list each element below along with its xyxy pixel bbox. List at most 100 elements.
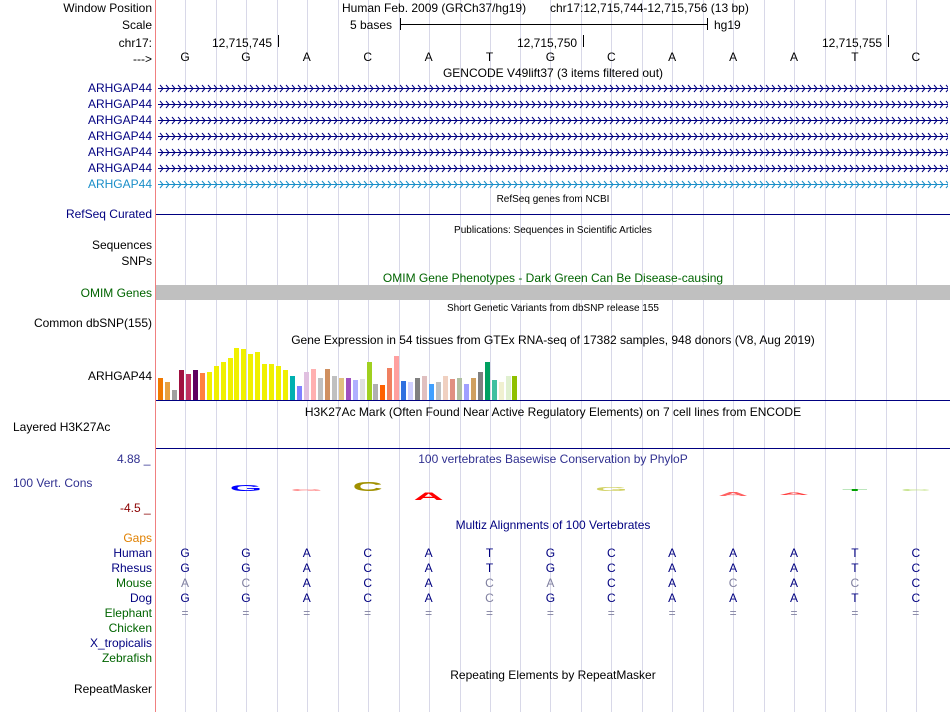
publications-title[interactable]: Publications: Sequences in Scientific Ar… xyxy=(454,225,652,236)
refseq-label[interactable]: RefSeq Curated xyxy=(65,207,152,221)
gtex-bar-chart[interactable] xyxy=(156,346,536,400)
dbsnp-title[interactable]: Short Genetic Variants from dbSNP releas… xyxy=(447,303,659,314)
gtex-bar[interactable] xyxy=(331,376,337,400)
gtex-title[interactable]: Gene Expression in 54 tissues from GTEx … xyxy=(291,333,815,347)
gtex-bar[interactable] xyxy=(220,362,226,400)
gtex-label[interactable]: ARHGAP44 xyxy=(87,369,152,383)
species-label[interactable]: Human xyxy=(113,546,152,560)
alignment-base: G xyxy=(241,591,251,605)
gtex-bar[interactable] xyxy=(185,374,191,400)
gtex-bar[interactable] xyxy=(345,378,351,400)
h3k27ac-label[interactable]: Layered H3K27Ac xyxy=(13,420,111,434)
gtex-bar[interactable] xyxy=(303,372,309,400)
phylop-title[interactable]: 100 vertebrates Basewise Conservation by… xyxy=(418,452,688,466)
gene-model[interactable] xyxy=(158,116,948,125)
gtex-bar[interactable] xyxy=(290,376,296,400)
gtex-bar[interactable] xyxy=(422,376,428,400)
gtex-bar[interactable] xyxy=(171,390,177,400)
multiz-title[interactable]: Multiz Alignments of 100 Vertebrates xyxy=(455,518,651,532)
gtex-bar[interactable] xyxy=(505,376,511,400)
gene-label[interactable]: ARHGAP44 xyxy=(87,113,152,127)
gene-model[interactable] xyxy=(158,164,948,173)
gtex-bar[interactable] xyxy=(456,378,462,400)
snps-label[interactable]: SNPs xyxy=(121,254,152,268)
gene-label[interactable]: ARHGAP44 xyxy=(87,177,152,191)
gtex-bar[interactable] xyxy=(512,376,518,400)
gtex-bar[interactable] xyxy=(164,382,170,400)
repeatmasker-title[interactable]: Repeating Elements by RepeatMasker xyxy=(450,668,656,682)
gencode-title[interactable]: GENCODE V49lift37 (3 items filtered out) xyxy=(442,66,664,80)
gene-label[interactable]: ARHGAP44 xyxy=(87,145,152,159)
gtex-bar[interactable] xyxy=(338,378,344,400)
gene-label[interactable]: ARHGAP44 xyxy=(87,129,152,143)
gtex-bar[interactable] xyxy=(255,352,261,400)
gtex-bar[interactable] xyxy=(262,364,268,400)
dbsnp-label[interactable]: Common dbSNP(155) xyxy=(33,316,152,330)
gene-model[interactable] xyxy=(158,180,948,189)
gtex-bar[interactable] xyxy=(199,373,205,400)
sequences-label[interactable]: Sequences xyxy=(91,238,152,252)
gtex-bar[interactable] xyxy=(491,380,497,400)
omim-title[interactable]: OMIM Gene Phenotypes - Dark Green Can Be… xyxy=(382,271,724,285)
gtex-bar[interactable] xyxy=(498,382,504,400)
gtex-bar[interactable] xyxy=(192,370,198,400)
gtex-bar[interactable] xyxy=(359,379,365,400)
species-label[interactable]: Elephant xyxy=(104,606,152,620)
gene-label[interactable]: ARHGAP44 xyxy=(87,81,152,95)
omim-bar[interactable] xyxy=(156,285,950,300)
grid-line xyxy=(277,0,278,712)
gene-model[interactable] xyxy=(158,148,948,157)
gtex-bar[interactable] xyxy=(366,362,372,400)
gene-model[interactable] xyxy=(158,100,948,109)
gtex-bar[interactable] xyxy=(206,372,212,400)
gtex-bar[interactable] xyxy=(234,348,240,400)
gtex-bar[interactable] xyxy=(178,370,184,400)
gtex-bar[interactable] xyxy=(227,358,233,400)
gtex-bar[interactable] xyxy=(241,349,247,400)
gtex-bar[interactable] xyxy=(248,354,254,400)
refseq-title[interactable]: RefSeq genes from NCBI xyxy=(496,194,610,205)
species-label[interactable]: Mouse xyxy=(115,576,152,590)
gtex-bar[interactable] xyxy=(429,384,435,400)
gtex-bar[interactable] xyxy=(477,372,483,400)
gene-model[interactable] xyxy=(158,132,948,141)
gtex-bar[interactable] xyxy=(317,378,323,400)
gtex-bar[interactable] xyxy=(387,368,393,400)
gtex-bar[interactable] xyxy=(283,370,289,400)
gene-model[interactable] xyxy=(158,84,948,93)
gene-label[interactable]: ARHGAP44 xyxy=(87,161,152,175)
gtex-bar[interactable] xyxy=(276,366,282,400)
gene-label[interactable]: ARHGAP44 xyxy=(87,97,152,111)
omim-label[interactable]: OMIM Genes xyxy=(80,286,152,300)
gtex-bar[interactable] xyxy=(449,379,455,400)
gtex-bar[interactable] xyxy=(380,385,386,400)
gtex-bar[interactable] xyxy=(401,381,407,400)
gtex-bar[interactable] xyxy=(484,362,490,400)
species-label[interactable]: Zebrafish xyxy=(101,651,152,665)
gtex-bar[interactable] xyxy=(158,378,163,400)
gtex-bar[interactable] xyxy=(373,384,379,400)
species-label[interactable]: Chicken xyxy=(108,621,152,635)
species-label[interactable]: Rhesus xyxy=(111,561,152,575)
gtex-bar[interactable] xyxy=(470,378,476,400)
gtex-bar[interactable] xyxy=(297,386,302,400)
gtex-bar[interactable] xyxy=(415,378,421,400)
gaps-label[interactable]: Gaps xyxy=(123,531,152,545)
gtex-bar[interactable] xyxy=(352,380,358,400)
species-label[interactable]: Dog xyxy=(129,591,152,605)
gtex-bar[interactable] xyxy=(463,384,469,400)
refseq-line[interactable] xyxy=(156,214,950,215)
h3k27ac-title[interactable]: H3K27Ac Mark (Often Found Near Active Re… xyxy=(304,405,802,419)
species-label[interactable]: X_tropicalis xyxy=(89,636,152,650)
phylop-label[interactable]: 100 Vert. Cons xyxy=(13,476,93,490)
gtex-bar[interactable] xyxy=(269,364,275,400)
gtex-bar[interactable] xyxy=(436,382,441,400)
gtex-bar[interactable] xyxy=(408,382,414,400)
repeatmasker-label[interactable]: RepeatMasker xyxy=(73,682,152,696)
gtex-bar[interactable] xyxy=(310,369,316,400)
gtex-bar[interactable] xyxy=(213,366,219,400)
gtex-bar[interactable] xyxy=(442,376,448,400)
gtex-bar[interactable] xyxy=(394,356,400,400)
gtex-bar[interactable] xyxy=(324,369,330,400)
